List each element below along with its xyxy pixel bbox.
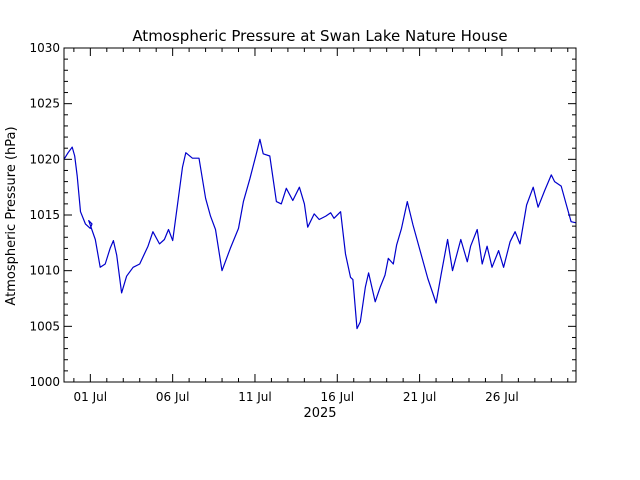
x-tick-label: 06 Jul [156,390,190,404]
y-tick-label: 1025 [29,97,60,111]
x-tick-label: 11 Jul [238,390,272,404]
x-tick-label: 26 Jul [485,390,519,404]
chart-title: Atmospheric Pressure at Swan Lake Nature… [132,27,507,45]
x-tick-label: 21 Jul [403,390,437,404]
x-axis-label: 2025 [303,406,336,421]
y-tick-label: 1020 [29,152,60,166]
y-tick-label: 1005 [29,319,60,333]
y-tick-label: 1000 [29,375,60,389]
plot-frame [63,47,577,383]
y-axis-label: Atmospheric Pressure (hPa) [4,126,19,305]
y-tick-label: 1010 [29,264,60,278]
x-tick-label: 01 Jul [74,390,108,404]
x-tick-label: 16 Jul [321,390,355,404]
y-tick-label: 1015 [29,208,60,222]
pressure-series-line [63,138,577,330]
y-tick-label: 1030 [29,41,60,55]
